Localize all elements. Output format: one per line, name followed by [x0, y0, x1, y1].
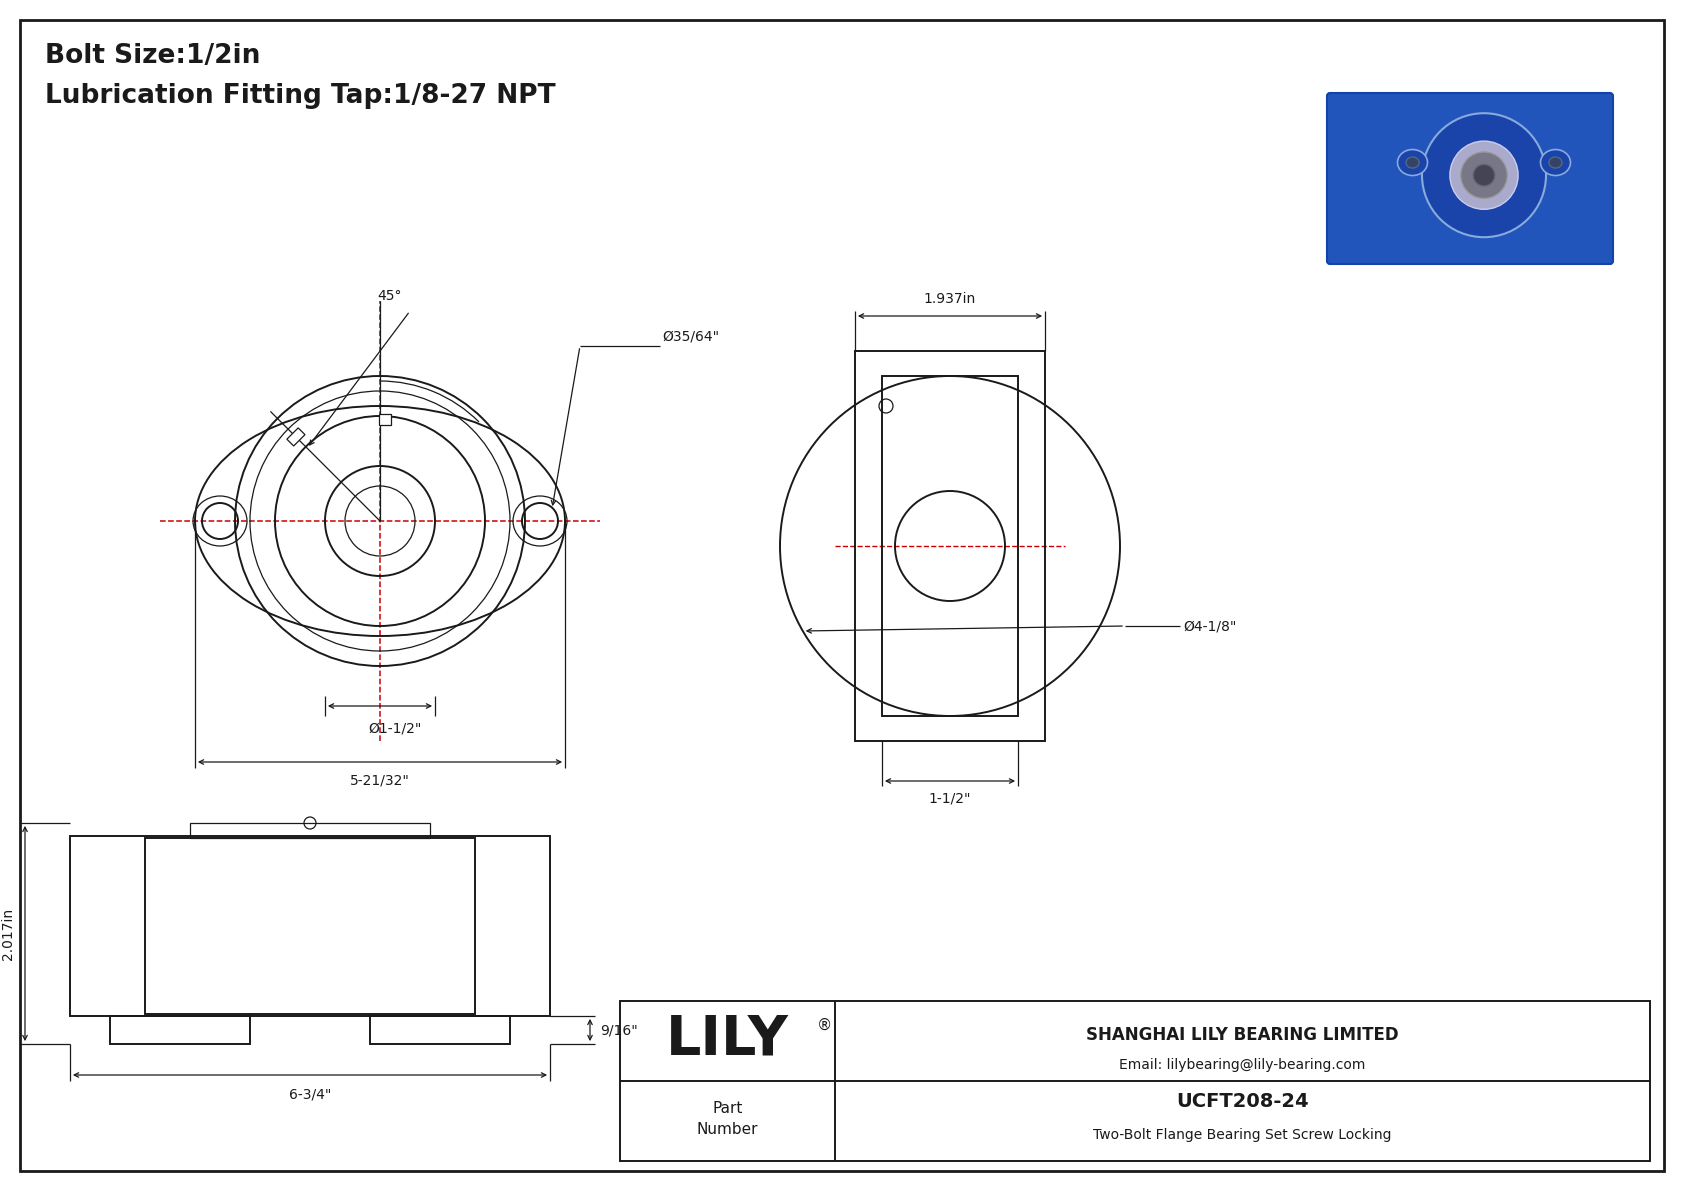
- Text: LILY: LILY: [667, 1012, 788, 1066]
- Text: Ø35/64": Ø35/64": [662, 330, 719, 344]
- Text: Bolt Size:1/2in: Bolt Size:1/2in: [45, 43, 261, 69]
- Text: SHANGHAI LILY BEARING LIMITED: SHANGHAI LILY BEARING LIMITED: [1086, 1025, 1399, 1043]
- Text: Email: lilybearing@lily-bearing.com: Email: lilybearing@lily-bearing.com: [1120, 1058, 1366, 1072]
- Text: 45°: 45°: [377, 289, 402, 303]
- Ellipse shape: [1474, 164, 1495, 186]
- Text: Ø1-1/2": Ø1-1/2": [369, 721, 421, 735]
- Text: Lubrication Fitting Tap:1/8-27 NPT: Lubrication Fitting Tap:1/8-27 NPT: [45, 83, 556, 110]
- Text: 9/16": 9/16": [600, 1023, 638, 1037]
- Polygon shape: [286, 428, 305, 445]
- Text: UCFT208-24: UCFT208-24: [1175, 1092, 1308, 1111]
- Text: 5-21/32": 5-21/32": [350, 774, 409, 788]
- Ellipse shape: [1450, 141, 1517, 210]
- Text: 6-3/4": 6-3/4": [290, 1087, 332, 1100]
- Ellipse shape: [1549, 157, 1563, 168]
- Text: 1-1/2": 1-1/2": [930, 791, 972, 805]
- Text: ®: ®: [817, 1017, 832, 1033]
- Text: Ø4-1/8": Ø4-1/8": [1182, 619, 1236, 632]
- Ellipse shape: [1421, 113, 1546, 237]
- Ellipse shape: [1398, 150, 1428, 175]
- Ellipse shape: [1406, 157, 1420, 168]
- Text: 1.937in: 1.937in: [925, 292, 977, 306]
- Text: Two-Bolt Flange Bearing Set Screw Locking: Two-Bolt Flange Bearing Set Screw Lockin…: [1093, 1128, 1391, 1142]
- Text: 2.017in: 2.017in: [2, 908, 15, 960]
- FancyBboxPatch shape: [1327, 93, 1613, 264]
- Ellipse shape: [1541, 150, 1571, 175]
- Text: Part
Number: Part Number: [697, 1102, 758, 1137]
- Polygon shape: [379, 414, 391, 425]
- Ellipse shape: [1460, 152, 1507, 199]
